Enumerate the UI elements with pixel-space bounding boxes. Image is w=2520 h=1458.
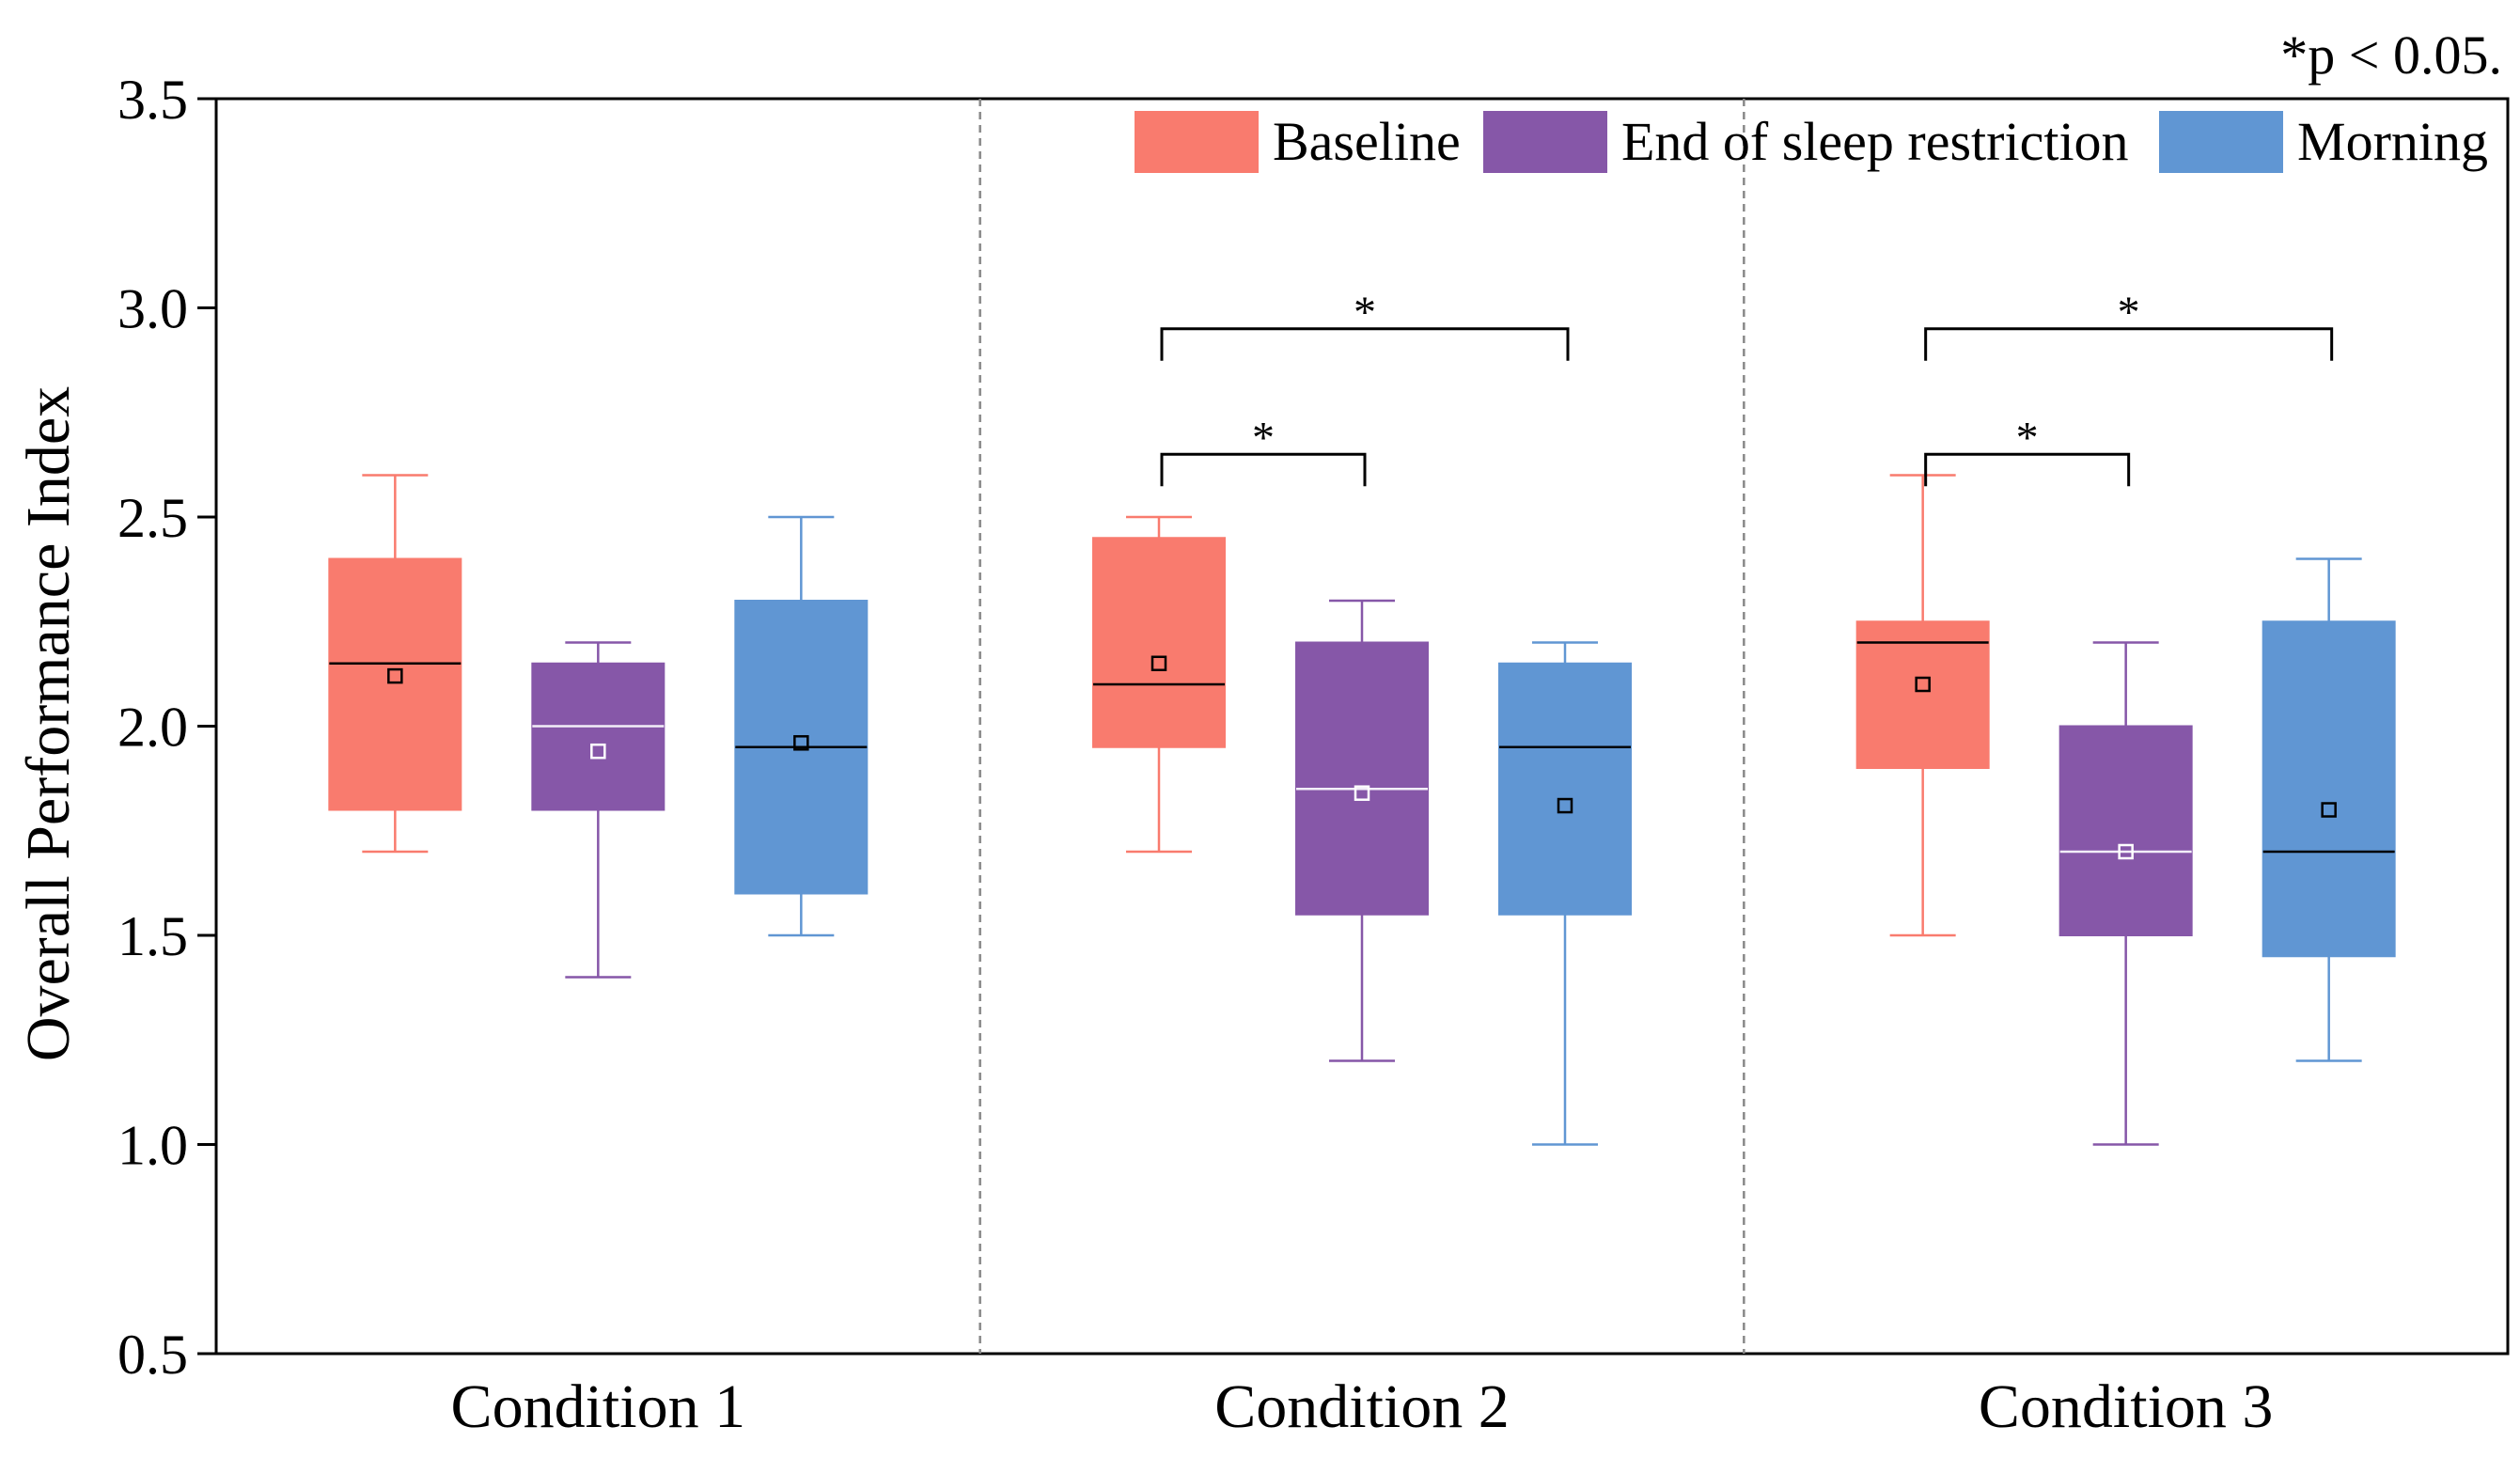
significance-star: * (2016, 413, 2039, 462)
box-series (328, 474, 2396, 1146)
box-iqr (1498, 662, 1632, 916)
legend-label: Baseline (1273, 111, 1461, 172)
condition-separators (978, 99, 1745, 1354)
mean-marker (387, 667, 403, 684)
y-tick-label: 1.0 (117, 1115, 188, 1177)
box-group (1295, 599, 1429, 1062)
box-group (1092, 515, 1226, 854)
mean-marker (1150, 655, 1167, 671)
box-group (531, 641, 665, 979)
mean-marker (2118, 843, 2134, 860)
box-group (2262, 557, 2396, 1062)
x-category-label: Condition 2 (1214, 1372, 1510, 1441)
legend-entry: Baseline (1135, 111, 1461, 173)
significance-bracket (1924, 327, 2334, 361)
mean-marker (793, 735, 809, 751)
significance-star: * (2118, 288, 2140, 337)
legend-entry: Morning (2159, 111, 2488, 173)
y-tick-label: 1.5 (117, 905, 188, 967)
y-axis: 0.5 1.0 1.5 2.0 2.5 3.0 3.5 (117, 69, 216, 1386)
box-group (734, 515, 869, 937)
significance-bracket (1924, 452, 2131, 487)
y-tick-label: 0.5 (117, 1324, 188, 1386)
box-iqr (2058, 725, 2193, 936)
box-iqr (1855, 620, 1990, 769)
legend: Baseline End of sleep restriction Morning (1135, 111, 2488, 173)
box-iqr (1295, 641, 1429, 916)
mean-marker (2321, 802, 2337, 818)
significance-bracket (1160, 452, 1367, 487)
box-group (328, 474, 462, 854)
box-iqr (2262, 620, 2396, 958)
significance-bracket (1160, 327, 1570, 361)
mean-marker (1915, 676, 1931, 693)
box-iqr (328, 557, 462, 811)
x-category-label: Condition 1 (451, 1372, 746, 1441)
legend-label: Morning (2297, 111, 2488, 172)
mean-marker (1354, 785, 1370, 801)
significance-note: *p < 0.05. (2280, 24, 2502, 86)
legend-swatch (2159, 111, 2283, 173)
significance-brackets: * * * * (1160, 288, 2334, 487)
legend-entry: End of sleep restriction (1483, 111, 2129, 173)
box-group (1855, 474, 1990, 937)
y-tick-label: 3.5 (117, 69, 188, 131)
legend-label: End of sleep restriction (1621, 111, 2129, 172)
significance-star: * (1252, 413, 1275, 462)
significance-star: * (1354, 288, 1376, 337)
x-axis: Condition 1 Condition 2 Condition 3 (451, 1372, 2274, 1441)
box-group (2058, 641, 2193, 1146)
box-group (1498, 641, 1632, 1146)
y-tick-label: 2.5 (117, 487, 188, 549)
legend-swatch (1135, 111, 1259, 173)
box-iqr (1092, 537, 1226, 748)
mean-marker (1557, 797, 1573, 814)
y-tick-label: 2.0 (117, 697, 188, 759)
y-tick-label: 3.0 (117, 278, 188, 340)
box-iqr (531, 662, 665, 811)
y-axis-label: Overall Performance Index (14, 386, 83, 1061)
x-category-label: Condition 3 (1979, 1372, 2274, 1441)
legend-swatch (1483, 111, 1607, 173)
mean-marker (590, 743, 606, 760)
